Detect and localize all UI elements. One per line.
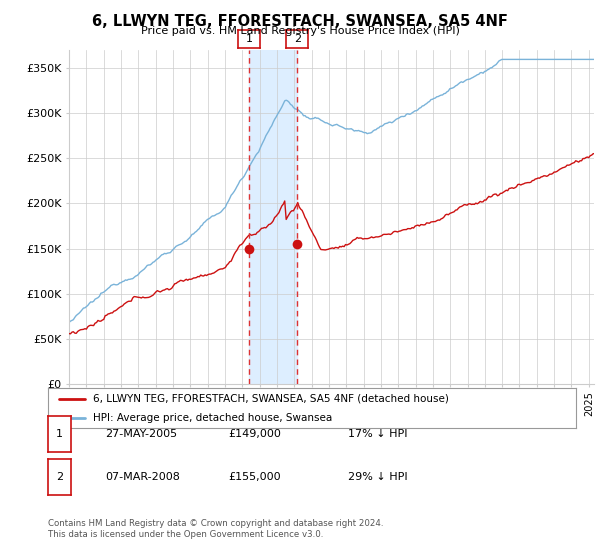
Text: 2: 2	[56, 472, 63, 482]
Bar	[249, 50, 297, 384]
Text: 6, LLWYN TEG, FFORESTFACH, SWANSEA, SA5 4NF (detached house): 6, LLWYN TEG, FFORESTFACH, SWANSEA, SA5 …	[93, 394, 449, 404]
Text: Contains HM Land Registry data © Crown copyright and database right 2024.
This d: Contains HM Land Registry data © Crown c…	[48, 519, 383, 539]
Text: 1: 1	[56, 429, 63, 439]
Text: 29% ↓ HPI: 29% ↓ HPI	[348, 472, 407, 482]
Text: Price paid vs. HM Land Registry's House Price Index (HPI): Price paid vs. HM Land Registry's House …	[140, 26, 460, 36]
Text: 07-MAR-2008: 07-MAR-2008	[105, 472, 180, 482]
Text: £149,000: £149,000	[228, 429, 281, 439]
Text: 2: 2	[293, 34, 301, 44]
Text: 27-MAY-2005: 27-MAY-2005	[105, 429, 177, 439]
Text: 17% ↓ HPI: 17% ↓ HPI	[348, 429, 407, 439]
Text: 1: 1	[245, 34, 253, 44]
Text: 6, LLWYN TEG, FFORESTFACH, SWANSEA, SA5 4NF: 6, LLWYN TEG, FFORESTFACH, SWANSEA, SA5 …	[92, 14, 508, 29]
Text: £155,000: £155,000	[228, 472, 281, 482]
Text: HPI: Average price, detached house, Swansea: HPI: Average price, detached house, Swan…	[93, 413, 332, 423]
